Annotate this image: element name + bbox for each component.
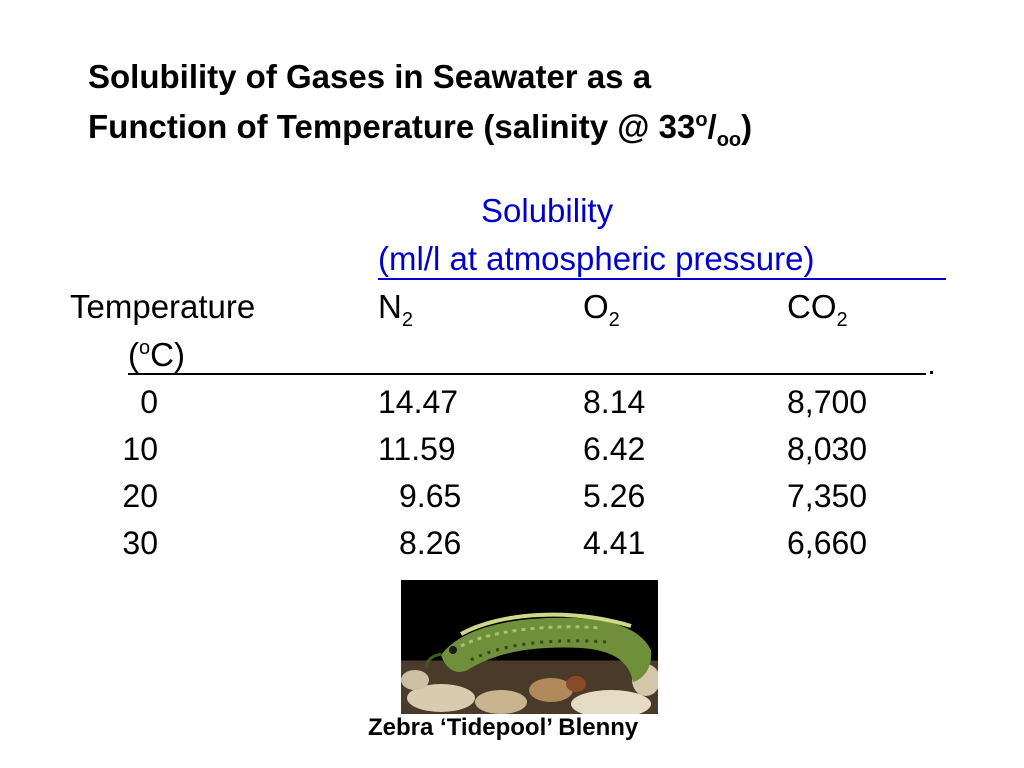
o2-cell: 8.14: [583, 384, 646, 420]
per-mil-sub: oo: [716, 129, 742, 151]
unit-open: (: [128, 336, 139, 373]
unit-c: C): [150, 336, 185, 373]
rule-end-dot: [930, 371, 933, 374]
degree-sup: o: [695, 109, 708, 131]
title-line-2-text: Function of Temperature (salinity @ 33: [88, 108, 696, 145]
co2-cell: 8,030: [787, 431, 868, 467]
n2-sub: 2: [401, 309, 413, 331]
n2-cell: 11.59: [378, 431, 456, 467]
units-underline: [378, 278, 946, 280]
o2-header: O2: [583, 288, 620, 330]
temp-cell: 10: [122, 431, 158, 467]
co2-cell: 7,350: [787, 478, 868, 514]
blenny-illustration: [401, 612, 658, 714]
o2-cell: 4.41: [583, 525, 646, 561]
slide-title: Solubility of Gases in Seawater as a Fun…: [88, 52, 752, 152]
solubility-heading: Solubility: [481, 192, 614, 229]
temp-cell: 30: [122, 525, 158, 561]
units-heading: (ml/l at atmospheric pressure): [378, 240, 815, 277]
celsius-unit: (oC): [128, 336, 185, 374]
temp-cell: 20: [122, 478, 158, 514]
o2-sub: 2: [608, 309, 620, 331]
o2-cell: 6.42: [583, 431, 646, 467]
title-line-2: Function of Temperature (salinity @ 33o/…: [88, 102, 752, 152]
co2-header: CO2: [787, 288, 848, 330]
co2-base: CO: [787, 288, 837, 325]
co2-sub: 2: [836, 309, 848, 331]
n2-header: N2: [378, 288, 413, 330]
n2-cell: 9.65: [399, 478, 462, 514]
temp-cell: 0: [140, 384, 158, 420]
o2-base: O: [583, 288, 609, 325]
co2-cell: 6,660: [787, 525, 868, 561]
co2-cell: 8,700: [787, 384, 868, 420]
n2-cell: 14.47: [378, 384, 459, 420]
n2-cell: 8.26: [399, 525, 462, 561]
n2-base: N: [378, 288, 402, 325]
blenny-photo: [401, 580, 658, 714]
temperature-header: Temperature: [70, 288, 256, 325]
o2-cell: 5.26: [583, 478, 646, 514]
header-rule: [128, 373, 926, 375]
per-slash: /: [707, 108, 717, 145]
title-line-1: Solubility of Gases in Seawater as a: [88, 58, 652, 95]
unit-degree: o: [139, 337, 151, 359]
title-close-paren: ): [741, 108, 753, 145]
photo-caption: Zebra ‘Tidepool’ Blenny: [368, 714, 639, 741]
